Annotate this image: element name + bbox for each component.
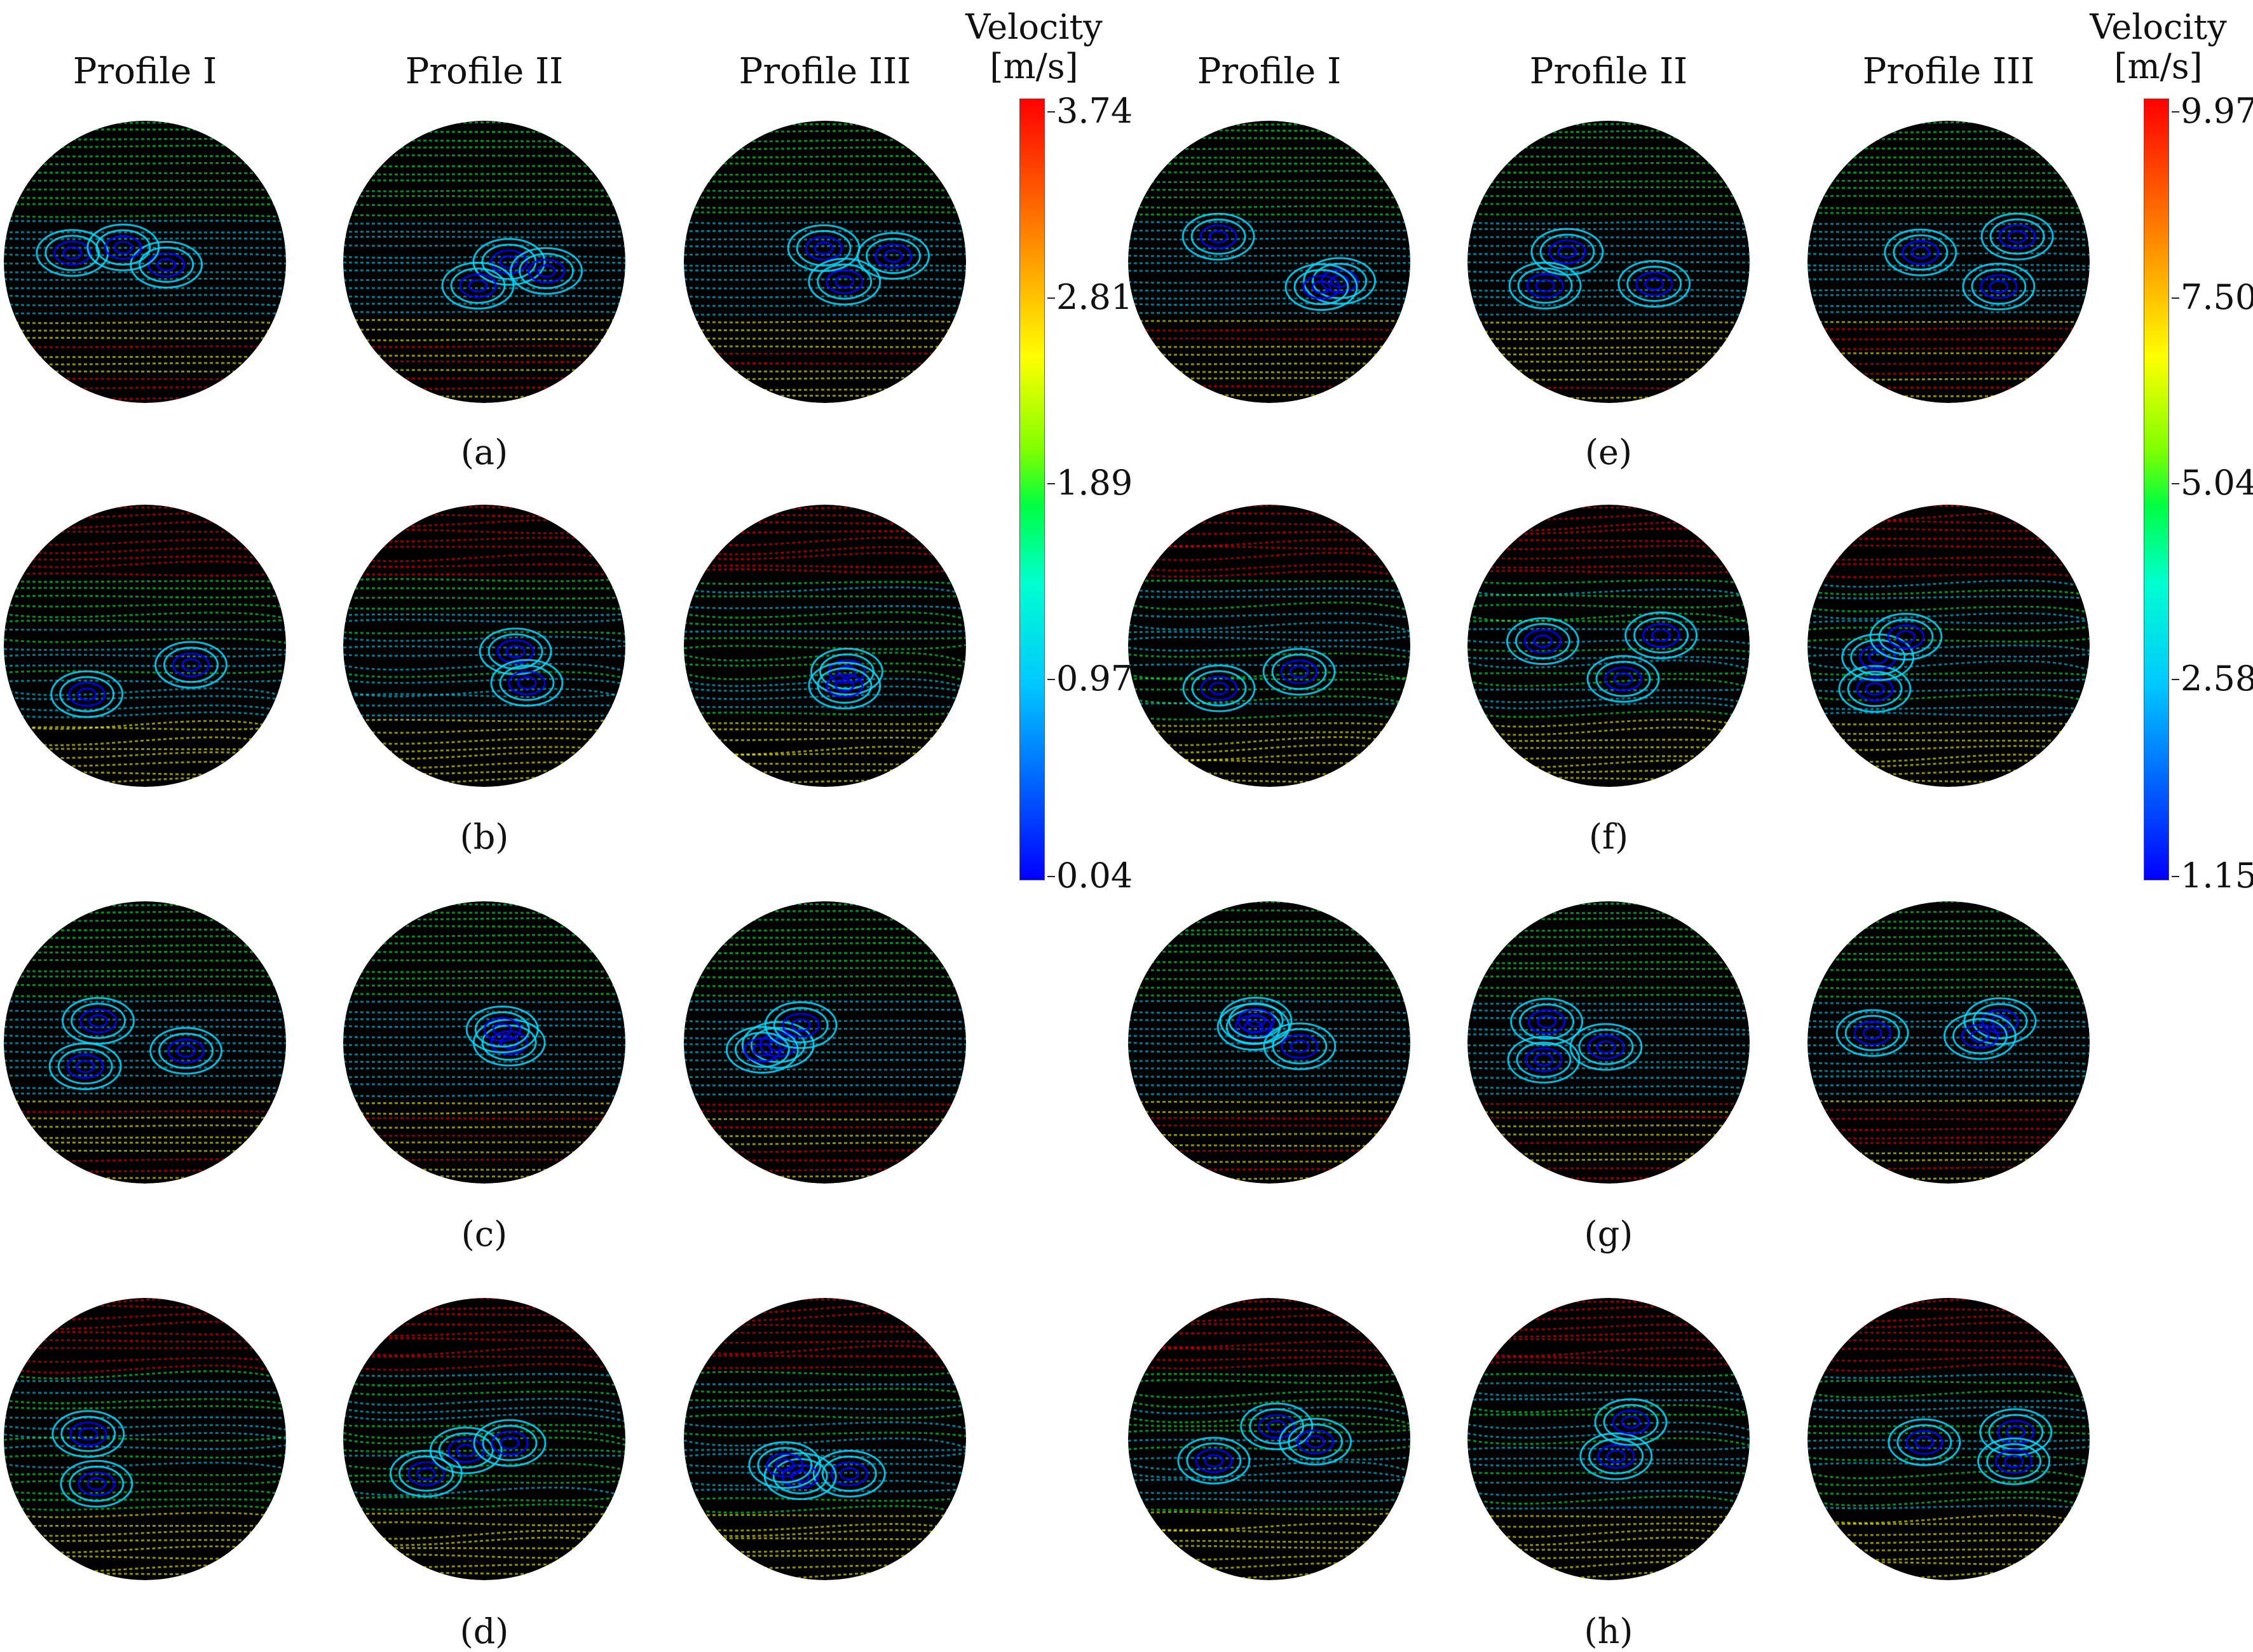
plot-a-profile-1 <box>4 121 286 403</box>
panel-label-h: (h) <box>1584 1611 1633 1651</box>
panel-label-g: (g) <box>1584 1214 1633 1254</box>
panel-label-c: (c) <box>461 1214 508 1254</box>
colorbar-2-title-line1: Velocity <box>2090 7 2227 47</box>
header-profile-1-left: Profile I <box>72 51 217 92</box>
plot-g-profile-1 <box>1128 901 1410 1184</box>
plot-b-profile-1 <box>4 505 286 787</box>
plot-d-profile-1 <box>4 1298 286 1580</box>
header-profile-1-right: Profile I <box>1197 51 1342 92</box>
plot-a-profile-3 <box>684 121 966 403</box>
header-profile-2-left: Profile II <box>405 51 564 92</box>
colorbar-1-title: Velocity [m/s] <box>965 8 1103 86</box>
plot-e-profile-1 <box>1128 121 1410 403</box>
plot-e-profile-2 <box>1467 121 1750 403</box>
header-profile-3-right: Profile III <box>1862 51 2035 92</box>
panel-label-f: (f) <box>1588 817 1629 857</box>
plot-d-profile-2 <box>343 1298 625 1580</box>
plot-c-profile-2 <box>343 901 625 1184</box>
colorbar-2-title-line2: [m/s] <box>2114 46 2203 86</box>
plot-h-profile-2 <box>1467 1298 1750 1580</box>
plot-c-profile-1 <box>4 901 286 1184</box>
plot-c-profile-3 <box>684 901 966 1184</box>
colorbar-2-tick-5: 1.15 <box>2171 859 2253 893</box>
colorbar-1-title-line1: Velocity <box>965 7 1103 47</box>
colorbar-1-tick-4: 0.97 <box>1047 659 1133 699</box>
colorbar-1-tick-3: 1.89 <box>1047 463 1133 503</box>
colorbar-2-tick-4: 2.58 <box>2171 662 2253 696</box>
panel-label-d: (d) <box>459 1611 509 1651</box>
plot-f-profile-2 <box>1467 505 1750 787</box>
colorbar-2-tick-2: 7.50 <box>2171 280 2253 315</box>
plot-f-profile-3 <box>1807 505 2090 787</box>
plot-d-profile-3 <box>684 1298 966 1580</box>
plot-f-profile-1 <box>1128 505 1410 787</box>
colorbar-1-tick-1: 3.74 <box>1047 91 1133 131</box>
colorbar-2 <box>2144 99 2169 880</box>
colorbar-2-tick-1: 9.97 <box>2171 94 2253 128</box>
plot-h-profile-3 <box>1807 1298 2090 1580</box>
panel-label-a: (a) <box>460 432 508 472</box>
plot-e-profile-3 <box>1807 121 2090 403</box>
header-profile-3-left: Profile III <box>739 51 911 92</box>
header-profile-2-right: Profile II <box>1529 51 1688 92</box>
colorbar-2-title: Velocity [m/s] <box>2090 8 2227 86</box>
panel-label-e: (e) <box>1584 432 1633 472</box>
panel-label-b: (b) <box>459 817 509 857</box>
plot-b-profile-3 <box>684 505 966 787</box>
colorbar-1-tick-2: 2.81 <box>1047 277 1133 317</box>
plot-g-profile-3 <box>1807 901 2090 1184</box>
colorbar-1 <box>1019 99 1045 880</box>
colorbar-2-tick-3: 5.04 <box>2171 466 2253 500</box>
colorbar-1-tick-5: 0.04 <box>1047 856 1133 896</box>
plot-a-profile-2 <box>343 121 625 403</box>
plot-g-profile-2 <box>1467 901 1750 1184</box>
plot-b-profile-2 <box>343 505 625 787</box>
colorbar-1-title-line2: [m/s] <box>990 46 1079 86</box>
plot-h-profile-1 <box>1128 1298 1410 1580</box>
